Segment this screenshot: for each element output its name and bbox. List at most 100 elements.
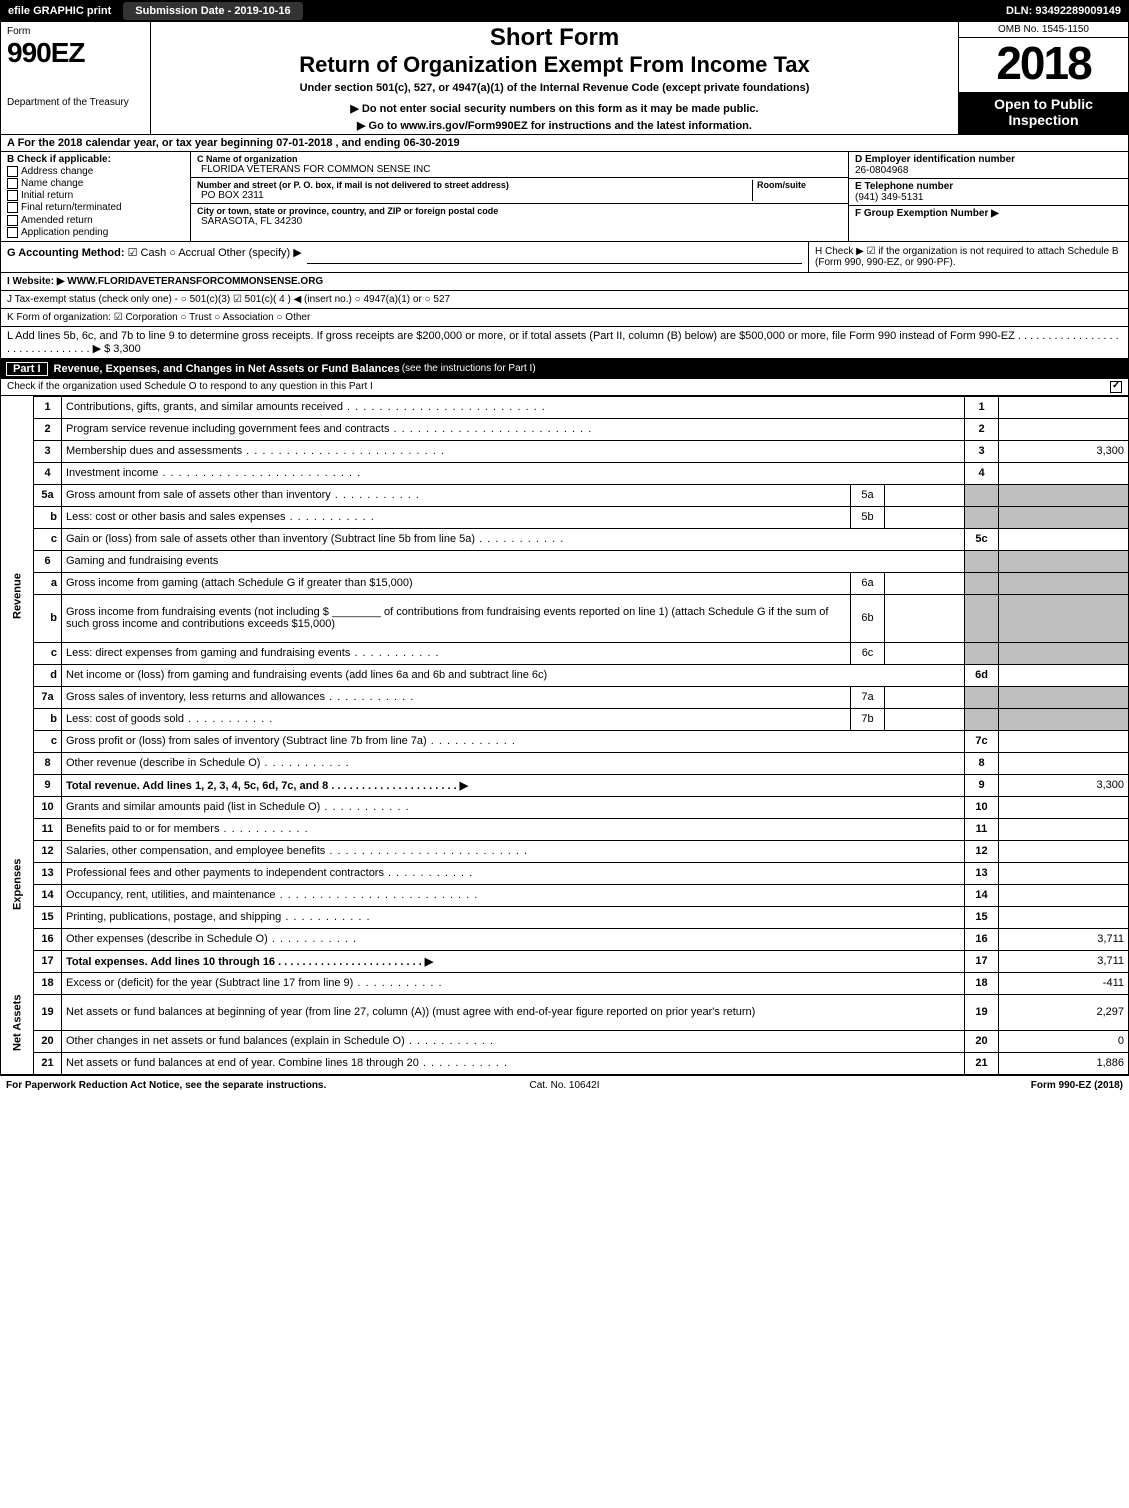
footer-center: Cat. No. 10642I [529,1080,599,1091]
row-j-tax-status[interactable]: J Tax-exempt status (check only one) - ○… [0,291,1129,309]
block-d: D Employer identification number 26-0804… [848,152,1128,241]
room-label: Room/suite [757,180,842,190]
check-o-box[interactable] [1110,381,1122,393]
line-6: 6 Gaming and fundraising events [1,550,1129,572]
address-row: Number and street (or P. O. box, if mail… [191,178,848,204]
footer-right: Form 990-EZ (2018) [1031,1080,1123,1091]
check-o-text: Check if the organization used Schedule … [7,381,373,393]
omb-number: OMB No. 1545-1150 [959,22,1128,38]
revenue-side-label: Revenue [1,396,34,796]
line-21: 21 Net assets or fund balances at end of… [1,1052,1129,1074]
line-15: 15 Printing, publications, postage, and … [1,906,1129,928]
line-6d: d Net income or (loss) from gaming and f… [1,664,1129,686]
form-990ez-page: efile GRAPHIC print Submission Date - 20… [0,0,1129,1095]
block-b-title: B Check if applicable: [7,154,111,165]
short-form-title: Short Form [159,24,950,52]
tax-year: 2018 [959,38,1128,92]
line-11: 11 Benefits paid to or for members 11 [1,818,1129,840]
ein-value: 26-0804968 [855,165,908,176]
accounting-method-opts[interactable]: ☑ Cash ○ Accrual Other (specify) ▶ [128,247,302,259]
org-name: FLORIDA VETERANS FOR COMMON SENSE INC [201,164,430,175]
part-1-label: Part I [6,362,48,376]
return-title: Return of Organization Exempt From Incom… [159,52,950,78]
header-right: OMB No. 1545-1150 2018 Open to Public In… [958,22,1128,134]
line-17: 17 Total expenses. Add lines 10 through … [1,950,1129,972]
row-k-org-form[interactable]: K Form of organization: ☑ Corporation ○ … [0,309,1129,327]
block-b: B Check if applicable: Address change Na… [1,152,191,241]
line-12: 12 Salaries, other compensation, and emp… [1,840,1129,862]
submission-date: Submission Date - 2019-10-16 [123,2,302,20]
chk-initial-return[interactable]: Initial return [7,190,184,201]
row-l-gross-receipts: L Add lines 5b, 6c, and 7b to line 9 to … [0,327,1129,359]
no-ssn-notice: ▶ Do not enter social security numbers o… [159,102,950,115]
block-h[interactable]: H Check ▶ ☑ if the organization is not r… [808,242,1128,272]
block-c: C Name of organization FLORIDA VETERANS … [191,152,848,241]
line-18: Net Assets 18 Excess or (deficit) for th… [1,972,1129,994]
net-assets-side-label: Net Assets [1,972,34,1074]
efile-label: efile GRAPHIC print [0,5,119,17]
part-1-table: Revenue 1 Contributions, gifts, grants, … [0,396,1129,1075]
line-1: Revenue 1 Contributions, gifts, grants, … [1,396,1129,418]
city-label: City or town, state or province, country… [197,206,498,216]
org-name-row: C Name of organization FLORIDA VETERANS … [191,152,848,178]
part-1-subtitle: (see the instructions for Part I) [402,363,536,374]
part-1-header: Part I Revenue, Expenses, and Changes in… [0,359,1129,379]
chk-address-change[interactable]: Address change [7,166,184,177]
form-header: Form 990EZ Department of the Treasury Sh… [0,22,1129,135]
chk-final-return[interactable]: Final return/terminated [7,202,184,213]
city-row: City or town, state or province, country… [191,204,848,229]
under-section: Under section 501(c), 527, or 4947(a)(1)… [159,82,950,94]
line-4: 4 Investment income 4 [1,462,1129,484]
row-gh: G Accounting Method: ☑ Cash ○ Accrual Ot… [0,242,1129,273]
page-footer: For Paperwork Reduction Act Notice, see … [0,1075,1129,1095]
line-5b: b Less: cost or other basis and sales ex… [1,506,1129,528]
line-19: 19 Net assets or fund balances at beginn… [1,994,1129,1030]
line-10: Expenses 10 Grants and similar amounts p… [1,796,1129,818]
phone-value: (941) 349-5131 [855,192,923,203]
open-public-label: Open to Public Inspection [959,92,1128,134]
block-bcd: B Check if applicable: Address change Na… [0,152,1129,242]
city-value: SARASOTA, FL 34230 [201,216,498,227]
phone-block: E Telephone number (941) 349-5131 [849,179,1128,206]
line-7c: c Gross profit or (loss) from sales of i… [1,730,1129,752]
goto-link[interactable]: ▶ Go to www.irs.gov/Form990EZ for instru… [159,119,950,132]
block-g: G Accounting Method: ☑ Cash ○ Accrual Ot… [1,242,808,272]
website-label[interactable]: I Website: ▶ WWW.FLORIDAVETERANSFORCOMMO… [7,276,323,287]
ein-label: D Employer identification number [855,154,1015,165]
line-5c: c Gain or (loss) from sale of assets oth… [1,528,1129,550]
group-exemption-block: F Group Exemption Number ▶ [849,206,1128,241]
form-word: Form [7,26,144,37]
line-7a: 7a Gross sales of inventory, less return… [1,686,1129,708]
accounting-method-label: G Accounting Method: [7,247,125,259]
line-9: 9 Total revenue. Add lines 1, 2, 3, 4, 5… [1,774,1129,796]
part-1-title: Revenue, Expenses, and Changes in Net As… [54,363,400,375]
ein-block: D Employer identification number 26-0804… [849,152,1128,179]
dln-label: DLN: 93492289009149 [998,5,1129,17]
top-bar: efile GRAPHIC print Submission Date - 20… [0,0,1129,22]
line-20: 20 Other changes in net assets or fund b… [1,1030,1129,1052]
chk-application-pending[interactable]: Application pending [7,227,184,238]
row-i-website: I Website: ▶ WWW.FLORIDAVETERANSFORCOMMO… [0,273,1129,291]
expenses-side-label: Expenses [1,796,34,972]
line-2: 2 Program service revenue including gove… [1,418,1129,440]
row-a-tax-year: A For the 2018 calendar year, or tax yea… [0,135,1129,152]
line-8: 8 Other revenue (describe in Schedule O)… [1,752,1129,774]
line-16: 16 Other expenses (describe in Schedule … [1,928,1129,950]
phone-label: E Telephone number [855,181,953,192]
line-5a: 5a Gross amount from sale of assets othe… [1,484,1129,506]
department-label: Department of the Treasury [7,97,144,108]
line-13: 13 Professional fees and other payments … [1,862,1129,884]
address-value: PO BOX 2311 [201,190,752,201]
chk-amended-return[interactable]: Amended return [7,215,184,226]
header-left: Form 990EZ Department of the Treasury [1,22,151,134]
footer-left: For Paperwork Reduction Act Notice, see … [6,1080,326,1091]
line-14: 14 Occupancy, rent, utilities, and maint… [1,884,1129,906]
chk-name-change[interactable]: Name change [7,178,184,189]
line-6c: c Less: direct expenses from gaming and … [1,642,1129,664]
line-3: 3 Membership dues and assessments 3 3,30… [1,440,1129,462]
header-mid: Short Form Return of Organization Exempt… [151,22,958,134]
group-exemption-label: F Group Exemption Number ▶ [855,208,999,219]
form-number: 990EZ [7,37,144,69]
check-schedule-o: Check if the organization used Schedule … [0,379,1129,396]
org-name-label: C Name of organization [197,154,430,164]
